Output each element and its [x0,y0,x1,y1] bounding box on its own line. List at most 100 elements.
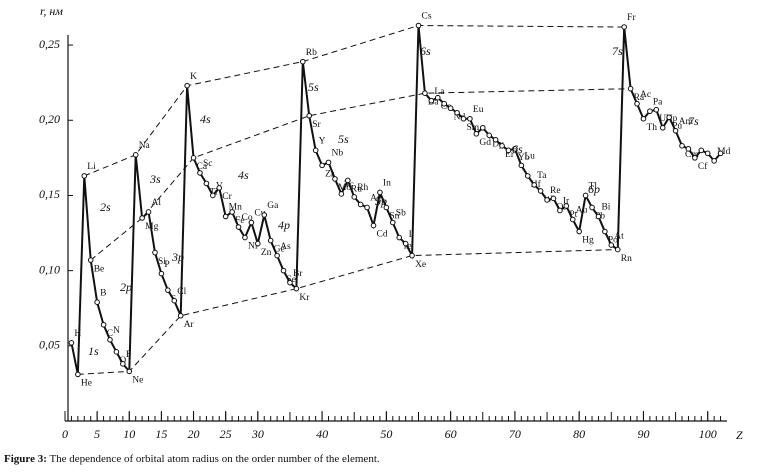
data-point [171,297,178,304]
element-label: Os [556,203,567,213]
element-label: Ra [634,93,645,103]
data-point [300,58,306,65]
data-point [589,204,595,211]
data-point [608,242,615,248]
element-label: He [81,379,92,389]
x-tick-label: 100 [699,427,717,441]
shell-label: 3p [171,250,184,264]
data-point [383,204,390,211]
data-point [177,312,184,319]
element-label: Ru [351,185,362,195]
data-point [647,108,653,115]
shell-label: 6s [512,142,523,156]
data-point [499,143,505,149]
data-point [229,209,235,215]
shell-label: 4p [278,218,290,232]
group-line [90,88,631,261]
x-axis-label: Z [736,428,743,442]
data-point [479,124,486,131]
element-label: Al [152,198,162,208]
data-point [113,349,120,355]
element-label: Zr [325,170,335,180]
element-label: I [409,230,412,240]
element-label: Nd [454,112,466,122]
shell-label: 4s [200,112,211,126]
data-point [152,249,158,256]
shell-label: 1s [88,344,99,358]
group-line [84,25,625,177]
element-label: Fe [235,216,245,226]
data-point [165,287,171,293]
data-point [377,189,383,196]
element-label: Ac [640,90,651,100]
data-point [557,207,563,214]
element-label: Cl [177,287,186,297]
element-label: Lu [524,152,535,162]
data-point [402,240,409,247]
element-label: Dy [492,139,504,149]
data-point [145,209,152,215]
data-point [184,82,190,89]
element-label: Nb [332,149,344,159]
element-label: P [164,260,169,270]
data-point [460,115,467,122]
element-label: N [113,326,120,336]
element-label: U [659,114,666,124]
caption: Figure 3: The dependence of orbital atom… [4,453,380,465]
data-point [672,127,679,134]
data-point [126,368,133,375]
data-point [666,114,672,121]
data-point [370,222,377,229]
element-label: Zn [261,248,272,258]
element-label: Th [646,123,657,133]
data-point [267,237,274,244]
x-tick-label: 70 [509,427,521,441]
data-point [68,340,75,346]
data-point [512,146,518,152]
element-label: Am [679,117,694,127]
x-tick-label: 90 [637,427,649,441]
element-label: Te [402,242,411,252]
element-label: B [100,288,106,298]
data-point [94,299,100,306]
element-label: H [74,329,81,339]
data-point [357,201,364,208]
data-point [531,182,537,188]
data-point [280,267,287,274]
element-label: Rh [357,183,368,193]
data-point [447,105,454,112]
data-point [332,176,338,182]
data-point [454,109,460,116]
element-label: Pu [672,121,682,131]
element-label: Cs [421,12,431,22]
data-point [422,90,428,96]
x-tick-label: 15 [155,427,167,441]
element-label: Rb [306,48,317,58]
data-point [409,252,415,259]
shell-label: 5p [375,194,387,208]
element-label: Yb [518,153,530,163]
element-label: As [280,242,291,252]
shell-label: 3s [149,172,161,186]
data-point [602,228,608,235]
shell-label: 4s [238,168,249,182]
data-point [544,197,550,203]
data-point [396,234,403,241]
data-point [75,371,81,378]
element-label: Ce [441,102,452,112]
element-label: Ag [370,194,382,204]
shell-label: 7s [688,114,699,128]
element-label: K [190,72,197,82]
element-label: Ne [132,376,143,386]
data-point [627,85,634,92]
data-point [640,115,647,122]
data-point [563,203,570,209]
data-point [248,219,255,226]
element-label: In [383,179,391,189]
element-label: Si [158,257,166,267]
element-label: O [119,356,126,366]
data-point [505,147,512,154]
data-point [569,216,576,223]
shell-label: 5s [308,80,319,94]
